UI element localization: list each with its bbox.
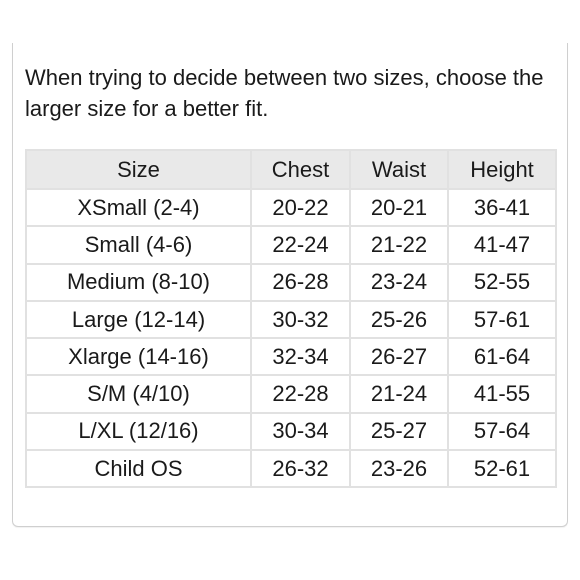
cell-waist: 23-24 [349,262,449,302]
header-size: Size [25,149,252,190]
cell-chest: 26-28 [250,262,351,302]
table-row: Large (12-14) 30-32 25-26 57-61 [25,299,557,340]
table-row: S/M (4/10) 22-28 21-24 41-55 [25,374,557,414]
cell-size: Large (12-14) [25,299,252,340]
cell-height: 61-64 [447,337,557,377]
header-chest: Chest [250,149,351,190]
cell-size: L/XL (12/16) [25,411,252,452]
cell-chest: 22-24 [250,225,351,265]
table-row: Child OS 26-32 23-26 52-61 [25,449,557,489]
cell-waist: 21-24 [349,374,449,414]
cell-size: S/M (4/10) [25,374,252,414]
cell-height: 52-61 [447,449,557,489]
cell-chest: 30-34 [250,411,351,452]
table-row: Small (4-6) 22-24 21-22 41-47 [25,225,557,265]
cell-size: Xlarge (14-16) [25,337,252,377]
size-advice-text: When trying to decide between two sizes,… [25,65,544,121]
table-row: XSmall (2-4) 20-22 20-21 36-41 [25,187,557,228]
cell-height: 36-41 [447,187,557,228]
cell-waist: 25-26 [349,299,449,340]
cell-chest: 30-32 [250,299,351,340]
cell-chest: 26-32 [250,449,351,489]
cell-size: Medium (8-10) [25,262,252,302]
cell-size: XSmall (2-4) [25,187,252,228]
cell-size: Small (4-6) [25,225,252,265]
cell-waist: 20-21 [349,187,449,228]
cell-chest: 32-34 [250,337,351,377]
cell-height: 57-61 [447,299,557,340]
cell-height: 41-55 [447,374,557,414]
cell-size: Child OS [25,449,252,489]
table-row: L/XL (12/16) 30-34 25-27 57-64 [25,411,557,452]
header-waist: Waist [349,149,449,190]
header-height: Height [447,149,557,190]
cell-chest: 20-22 [250,187,351,228]
size-chart-table: Size Chest Waist Height XSmall (2-4) 20-… [25,149,557,489]
cell-height: 57-64 [447,411,557,452]
cell-waist: 25-27 [349,411,449,452]
table-row: Xlarge (14-16) 32-34 26-27 61-64 [25,337,557,377]
cell-height: 41-47 [447,225,557,265]
table-row: Medium (8-10) 26-28 23-24 52-55 [25,262,557,302]
cell-waist: 23-26 [349,449,449,489]
cell-height: 52-55 [447,262,557,302]
cell-waist: 21-22 [349,225,449,265]
cell-chest: 22-28 [250,374,351,414]
table-header-row: Size Chest Waist Height [25,149,557,190]
cell-waist: 26-27 [349,337,449,377]
